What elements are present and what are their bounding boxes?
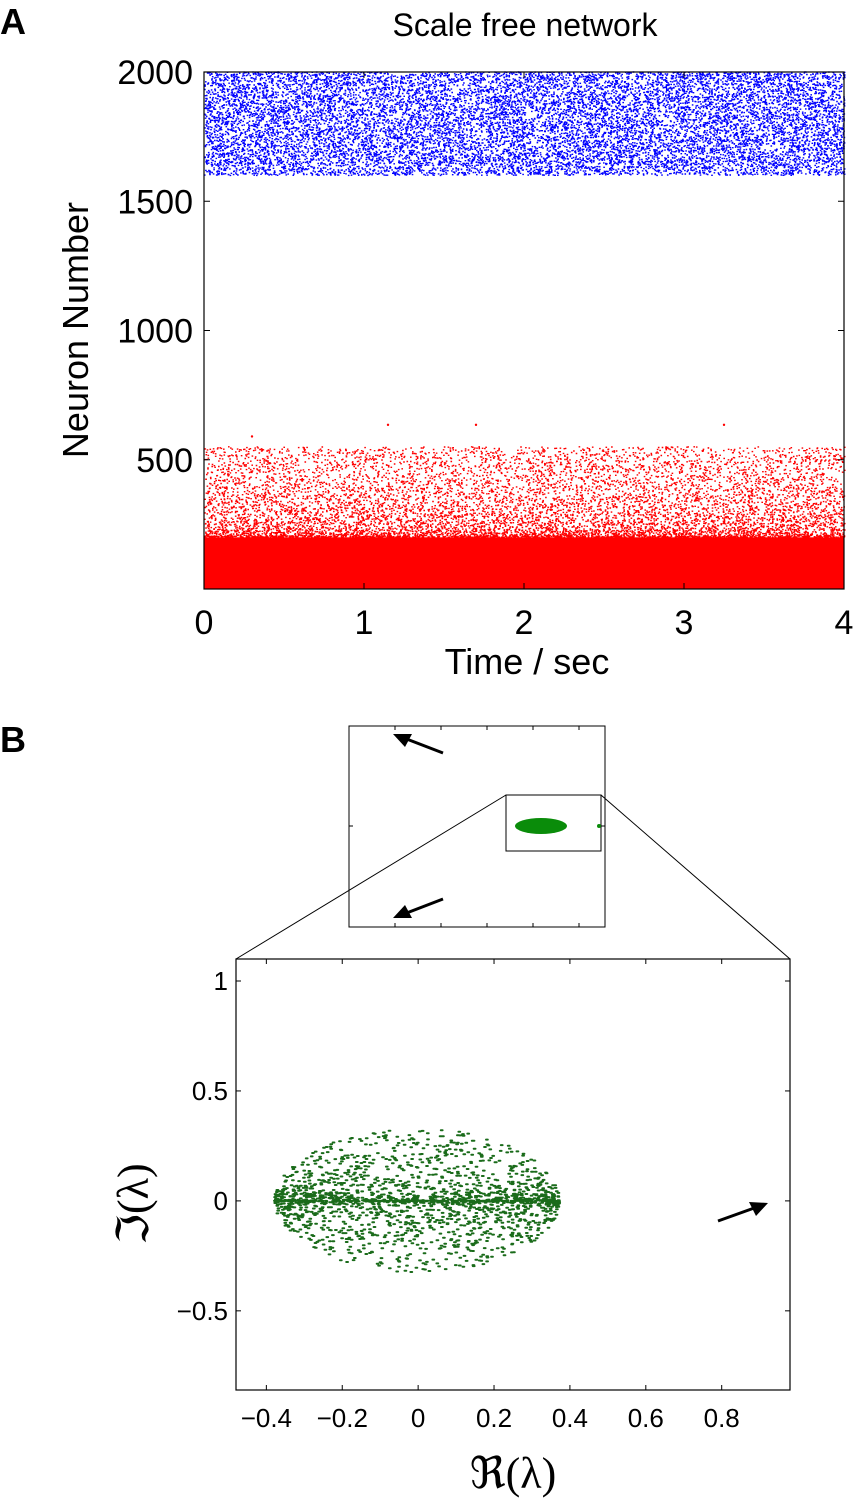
inset-arrow-lower (393, 897, 444, 918)
inset-arrow-upper (393, 734, 444, 755)
raster-x-tick-label: 3 (675, 604, 694, 642)
eigenvalue-plot: −0.4 −0.2 0 0.2 0.4 0.6 0.8 −0.5 0 0.5 1 (177, 958, 791, 1433)
raster-plot: 0 1 2 3 4 500 1000 1500 2000 (117, 54, 853, 642)
inset-eigen-cloud (515, 818, 567, 834)
eigen-y-tick-label: 0 (214, 1186, 228, 1216)
raster-y-tick-label: 500 (136, 442, 193, 480)
raster-x-tick-label: 4 (835, 604, 854, 642)
raster-y-tick-label: 1000 (117, 313, 193, 351)
eigen-arrow (717, 1202, 768, 1223)
eigen-x-tick-label: 0.4 (552, 1403, 588, 1433)
outlier-spike-1 (386, 423, 390, 427)
inset-outlier-point (597, 824, 601, 828)
raster-y-axis-title: Neuron Number (55, 202, 96, 458)
raster-x-axis-title: Time / sec (445, 641, 610, 682)
eigen-x-tick-label: −0.2 (317, 1403, 368, 1433)
eigen-x-axis-title: ℜ(λ) (470, 1449, 556, 1498)
raster-title: Scale free network (392, 7, 658, 43)
excitatory-spikes (204, 71, 846, 177)
raster-dots (204, 71, 846, 589)
raster-y-ticks: 500 1000 1500 2000 (117, 54, 844, 480)
eigen-y-tick-label: 1 (214, 966, 228, 996)
raster-x-tick-label: 0 (195, 604, 214, 642)
eigen-y-tick-label: −0.5 (177, 1296, 228, 1326)
eigen-frame (235, 958, 791, 1391)
eigen-y-tick-label: 0.5 (192, 1076, 228, 1106)
raster-x-tick-label: 2 (515, 604, 534, 642)
outlier-spike-2 (474, 423, 478, 427)
eigen-x-tick-label: 0.8 (704, 1403, 740, 1433)
raster-frame (203, 71, 845, 590)
eigen-x-tick-label: −0.4 (241, 1403, 292, 1433)
outlier-spike-0 (250, 435, 254, 438)
eigen-y-axis-title: ℑ(λ) (109, 1163, 158, 1244)
raster-y-tick-label: 1500 (117, 183, 193, 221)
eigen-x-tick-label: 0.2 (476, 1403, 512, 1433)
inhibitory-dense-region (204, 537, 844, 589)
inset-ticks (349, 726, 605, 927)
zoom-connector-left (235, 794, 507, 960)
panel-b-label: B (0, 719, 26, 760)
inhibitory-spikes (204, 446, 846, 538)
outlier-spike-3 (722, 423, 726, 427)
spectrum-inset (348, 725, 606, 928)
eigenvalue-points (273, 1129, 562, 1273)
eigenvalue-scatter (273, 1129, 562, 1273)
eigen-x-tick-label: 0 (411, 1403, 425, 1433)
eigen-x-ticks: −0.4 −0.2 0 0.2 0.4 0.6 0.8 (241, 959, 740, 1433)
panel-a-label: A (0, 1, 26, 42)
eigen-y-ticks: −0.5 0 0.5 1 (177, 966, 790, 1326)
eigen-x-tick-label: 0.6 (628, 1403, 664, 1433)
zoom-connector-right (600, 794, 791, 960)
inset-zoom-box (505, 794, 602, 852)
raster-y-tick-label: 2000 (117, 54, 193, 92)
raster-x-tick-label: 1 (355, 604, 374, 642)
raster-x-ticks: 0 1 2 3 4 (195, 72, 854, 642)
